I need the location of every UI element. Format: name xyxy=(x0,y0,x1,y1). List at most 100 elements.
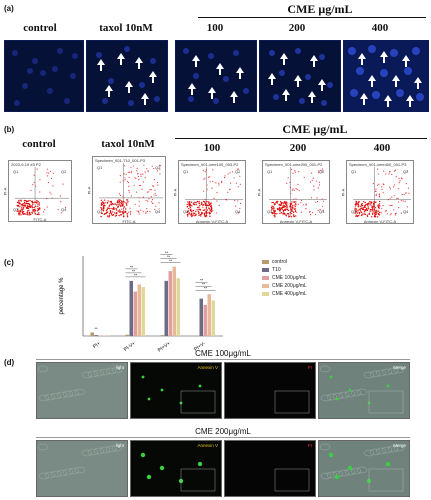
panel-b-cme-bracket xyxy=(175,138,427,139)
panel-b-header-taxol: taxol 10nM xyxy=(101,138,155,150)
significance-mark: ** xyxy=(202,282,206,287)
micro-image xyxy=(141,375,216,414)
quadrant-label: Q2 xyxy=(155,165,161,170)
micro-tile-merge: Merge xyxy=(318,362,410,419)
micro-image xyxy=(140,452,216,492)
quadrant-label: Q2 xyxy=(403,169,409,174)
significance-mark: ** xyxy=(134,272,138,277)
panel-b-header-control: control xyxy=(22,138,56,150)
legend-item: CME 200μg/mL xyxy=(262,282,307,290)
taxol-arrows xyxy=(97,53,157,105)
significance-mark: ** xyxy=(132,268,136,273)
quadrant-label: Q3 xyxy=(13,207,19,212)
legend-swatch xyxy=(262,260,269,264)
panel-a-tile-100 xyxy=(175,40,257,112)
category-label: PI+ xyxy=(92,341,102,350)
quadrant-label: Q3 xyxy=(267,209,273,214)
panel-a-letter: (a) xyxy=(4,4,14,13)
panel-a-tile-control xyxy=(4,40,84,112)
micro-tile-label: Annexin V xyxy=(197,443,218,448)
flow-y-label: PI-A xyxy=(2,187,8,196)
quadrant-label: Q2 xyxy=(319,169,325,174)
significance-mark: ** xyxy=(130,264,134,269)
micro-tile-label: PI xyxy=(307,443,312,448)
significance-mark: ** xyxy=(204,286,208,291)
legend-swatch xyxy=(262,276,269,280)
bar xyxy=(211,300,215,336)
cme400-arrows xyxy=(358,51,422,107)
flow-plot-title: Specimen_001-cme100_003-P2 xyxy=(181,162,239,167)
flow-x-label: Annexin V-FITC-A xyxy=(195,219,229,224)
cme100-arrows xyxy=(188,55,244,103)
micro-tile-label: PI xyxy=(307,365,312,370)
section-rule-cme200 xyxy=(36,437,410,438)
flow-plot-1: Specimen_001-T10_001-P3 Q1 Q2 Q3 Q4 FITC-A PI-… xyxy=(86,156,166,224)
quadrant-label: Q1 xyxy=(351,169,357,174)
micro-tile-pi: PI xyxy=(224,362,316,419)
y-axis-label: percentage % xyxy=(59,277,65,315)
section-title-cme200: CME 200μg/mL xyxy=(195,427,251,436)
quadrant-label: Q4 xyxy=(403,209,409,214)
bar xyxy=(137,284,141,336)
panel-b-header-200: 200 xyxy=(289,142,307,154)
legend-item: CME 400μg/mL xyxy=(262,290,307,298)
panel-a-cme-label: CME μg/mL xyxy=(287,2,353,16)
significance-mark: ** xyxy=(200,278,204,283)
flow-scatter xyxy=(269,167,327,218)
flow-y-label: PI-A xyxy=(172,188,178,197)
flow-scatter xyxy=(15,167,69,216)
panel-a-header-taxol: taxol 10nM xyxy=(99,22,153,34)
quadrant-label: Q1 xyxy=(13,169,19,174)
bar xyxy=(133,291,137,336)
bar-legend: control T10 CME 100μg/mL CME 200μg/mL CME 40… xyxy=(262,258,307,298)
significance-mark: ** xyxy=(167,254,171,259)
bar xyxy=(164,280,168,336)
panel-c-letter: (c) xyxy=(4,258,14,267)
flow-plot-0: 2023-9-19 #3 P2 Q1 Q2 Q3 Q4 FITC-A PI-A xyxy=(2,160,72,222)
legend-label: CME 100μg/mL xyxy=(272,275,307,281)
flow-plot-title: Specimen_001-cme200_001-P2 xyxy=(265,162,323,167)
legend-swatch xyxy=(262,292,269,296)
panel-a-header-100: 100 xyxy=(206,22,224,34)
bar xyxy=(160,335,164,336)
micro-image xyxy=(274,468,310,492)
bar xyxy=(203,304,207,336)
micro-tile-label: Merge xyxy=(393,443,406,448)
panel-b-header-100: 100 xyxy=(203,142,221,154)
quadrant-label: Q2 xyxy=(235,169,241,174)
bar xyxy=(125,334,129,336)
micro-image xyxy=(319,443,405,492)
micro-tile-pi: PI xyxy=(224,440,316,497)
cme100-nuclei xyxy=(183,48,249,104)
micro-image xyxy=(274,390,310,414)
panel-a-header-control: control xyxy=(23,22,57,34)
bar xyxy=(141,287,145,336)
quadrant-label: Q4 xyxy=(319,209,325,214)
flow-scatter xyxy=(353,167,411,218)
legend-swatch xyxy=(262,284,269,288)
quadrant-label: Q3 xyxy=(97,209,103,214)
control-nuclei xyxy=(12,48,78,106)
panel-a-tile-400 xyxy=(343,40,429,112)
quadrant-label: Q4 xyxy=(61,207,67,212)
panel-a-header-200: 200 xyxy=(288,22,306,34)
micro-tile-label: Merge xyxy=(393,365,406,370)
legend-swatch xyxy=(262,268,269,272)
flow-scatter xyxy=(99,163,163,218)
section-title-cme100: CME 100μg/mL xyxy=(195,349,251,358)
significance-mark: ** xyxy=(95,326,99,331)
micro-tile-light: light xyxy=(36,362,128,419)
flow-plot-title: 2023-9-19 #3 P2 xyxy=(11,162,41,167)
micro-tile-light: light xyxy=(36,440,128,497)
legend-item: CME 100μg/mL xyxy=(262,274,307,282)
bar xyxy=(168,271,172,336)
micro-tile-annexin-v: Annexin V xyxy=(130,362,222,419)
flow-plot-2: Specimen_001-cme100_003-P2 Q1 Q2 Q3 Q4 Annexi… xyxy=(172,160,246,224)
flow-x-label: FITC-A xyxy=(33,217,47,222)
bar xyxy=(176,278,180,336)
legend-label: CME 400μg/mL xyxy=(272,291,307,297)
panel-a-header-400: 400 xyxy=(371,22,389,34)
bar xyxy=(199,298,203,336)
micro-tile-merge: Merge xyxy=(318,440,410,497)
bar xyxy=(172,266,176,336)
